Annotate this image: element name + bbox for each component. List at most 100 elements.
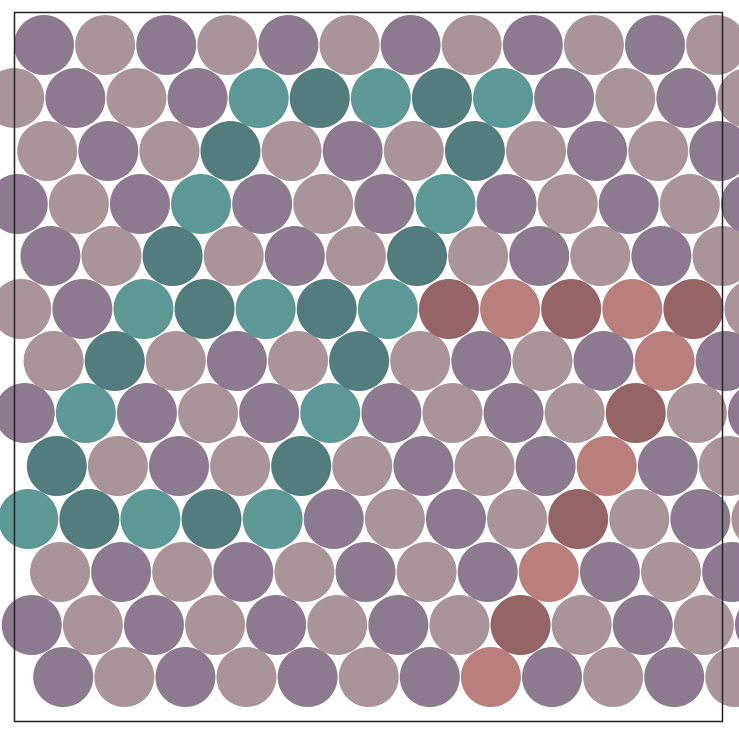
dot	[78, 121, 139, 181]
dot	[476, 174, 537, 234]
dot	[473, 68, 534, 128]
dot	[506, 121, 566, 181]
dot	[319, 15, 380, 75]
dot	[335, 542, 396, 602]
dot	[232, 174, 293, 234]
dot	[567, 121, 628, 181]
dot	[81, 226, 142, 286]
dot	[573, 331, 634, 391]
dot	[579, 542, 640, 602]
dot	[246, 595, 307, 655]
dot	[239, 383, 300, 443]
dot	[94, 647, 155, 707]
frame	[13, 11, 724, 723]
dot	[670, 489, 731, 549]
dot	[368, 595, 429, 655]
dot	[116, 383, 177, 443]
dot	[720, 176, 739, 232]
dot	[33, 647, 94, 707]
dot	[91, 542, 152, 602]
dot	[548, 489, 609, 549]
dot	[490, 595, 551, 655]
dot	[210, 436, 271, 496]
dot	[0, 489, 59, 549]
dot	[429, 595, 490, 655]
dot	[644, 647, 705, 707]
dot	[631, 226, 692, 286]
dot	[509, 226, 570, 286]
dot	[383, 121, 444, 181]
dot	[258, 15, 319, 75]
dot	[537, 174, 598, 234]
dot	[120, 489, 181, 549]
dot	[235, 279, 296, 339]
dot	[487, 489, 548, 549]
dot	[174, 279, 235, 339]
dot	[641, 542, 701, 602]
dot	[136, 15, 197, 75]
dot	[563, 15, 624, 75]
dot	[23, 331, 84, 391]
dot	[0, 68, 45, 128]
dot	[357, 279, 418, 339]
dot	[411, 68, 472, 128]
dot	[512, 331, 573, 391]
dot	[20, 226, 81, 286]
dot	[113, 279, 174, 339]
dot	[717, 69, 739, 127]
dot	[460, 647, 521, 707]
dot	[216, 647, 277, 707]
dot	[663, 279, 724, 339]
dot	[109, 174, 170, 234]
dot	[666, 383, 727, 443]
dot	[724, 283, 739, 335]
dot	[0, 383, 55, 443]
dot	[139, 121, 200, 181]
dot	[695, 331, 739, 391]
dot	[734, 609, 739, 641]
dot	[605, 383, 666, 443]
dot	[570, 226, 631, 286]
dot	[551, 595, 612, 655]
dot	[390, 331, 451, 391]
dot	[106, 68, 167, 128]
dot	[354, 174, 415, 234]
dot	[399, 647, 460, 707]
dot	[338, 647, 399, 707]
dot	[583, 647, 644, 707]
dot	[75, 15, 136, 75]
dot	[45, 68, 106, 128]
dot	[325, 226, 386, 286]
dot	[48, 174, 109, 234]
dot	[634, 331, 695, 391]
dot	[268, 331, 328, 391]
dot	[692, 226, 739, 286]
dot	[155, 647, 216, 707]
dot	[380, 15, 441, 75]
dot	[274, 542, 335, 602]
dot	[457, 542, 518, 602]
dot	[686, 15, 739, 75]
dot	[609, 489, 670, 549]
dot	[364, 489, 425, 549]
dot	[289, 68, 350, 128]
dot	[518, 542, 579, 602]
dot	[171, 174, 232, 234]
dot	[544, 383, 605, 443]
dot	[197, 15, 258, 75]
dot	[167, 68, 228, 128]
dot	[152, 542, 213, 602]
dot	[30, 542, 90, 602]
dot	[271, 436, 332, 496]
dot	[396, 542, 457, 602]
dot	[673, 595, 734, 655]
dot	[480, 279, 541, 339]
dot	[213, 542, 274, 602]
dot	[84, 331, 145, 391]
dot	[277, 647, 338, 707]
dot	[350, 68, 411, 128]
dot	[0, 174, 48, 234]
dot	[483, 383, 544, 443]
dot	[0, 279, 52, 339]
